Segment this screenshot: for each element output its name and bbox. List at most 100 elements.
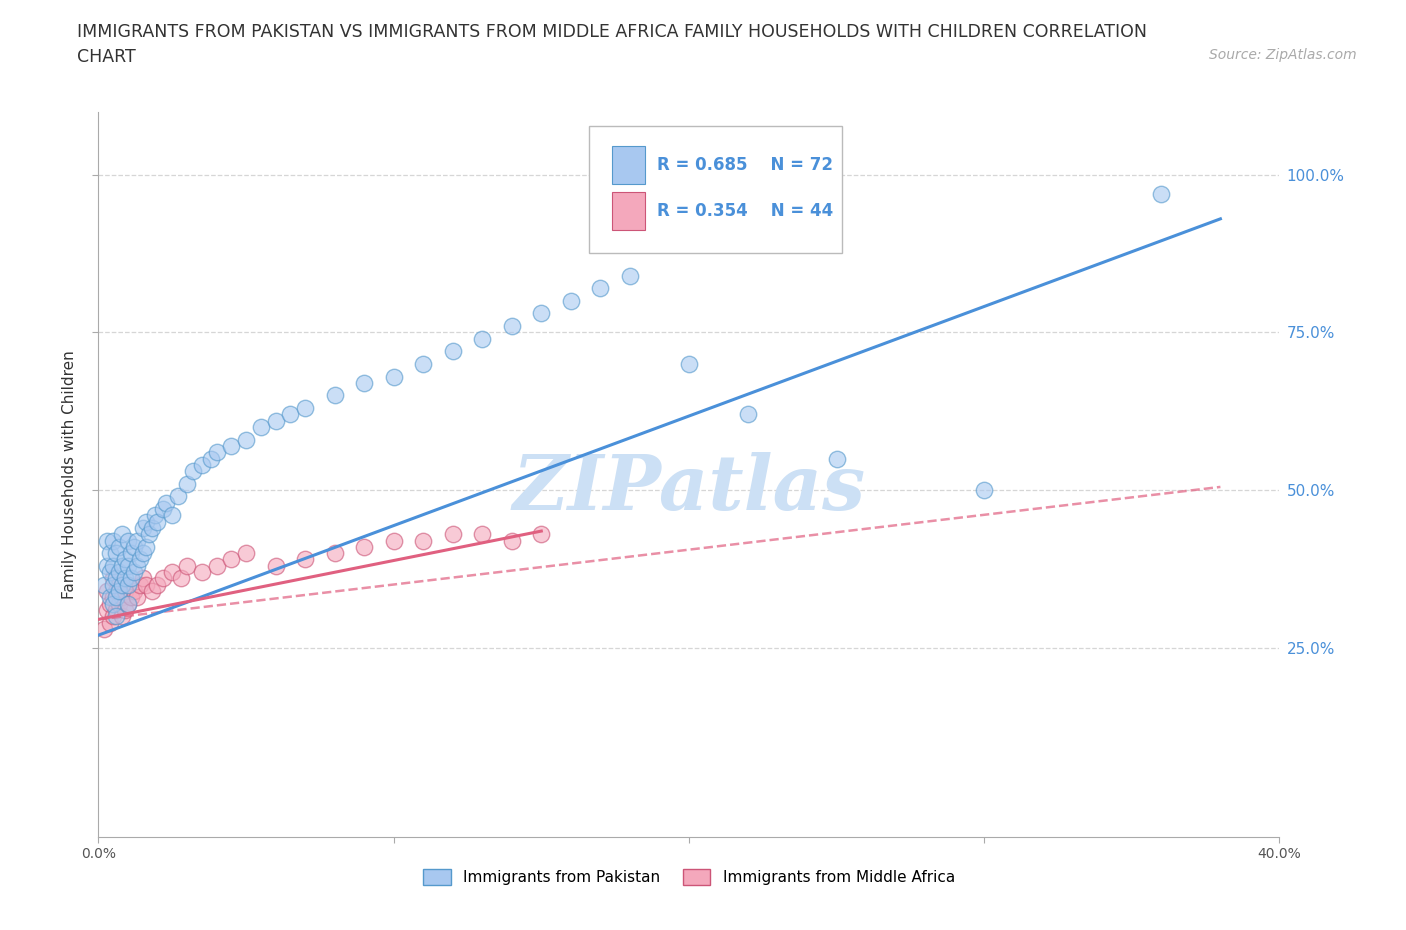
Point <box>264 558 287 573</box>
Point <box>152 501 174 516</box>
Point <box>128 552 150 567</box>
Point <box>108 539 131 554</box>
Point <box>122 565 145 579</box>
Point <box>114 552 136 567</box>
Point <box>135 578 157 592</box>
Point <box>619 268 641 283</box>
Point <box>117 578 139 592</box>
Point <box>108 583 131 598</box>
FancyBboxPatch shape <box>612 146 645 184</box>
Point <box>125 558 148 573</box>
Point <box>167 489 190 504</box>
Point <box>117 558 139 573</box>
Point <box>141 521 163 536</box>
Point <box>471 331 494 346</box>
Point <box>120 571 142 586</box>
Point <box>221 438 243 453</box>
Point <box>155 496 177 511</box>
Point <box>93 578 115 592</box>
Point <box>117 596 139 611</box>
Point <box>441 526 464 541</box>
Point <box>1150 186 1173 201</box>
Point <box>205 445 228 459</box>
Point <box>103 596 125 611</box>
Point <box>146 514 169 529</box>
Legend: Immigrants from Pakistan, Immigrants from Middle Africa: Immigrants from Pakistan, Immigrants fro… <box>418 863 960 891</box>
Point <box>294 401 316 416</box>
Point <box>125 590 148 604</box>
Point <box>176 558 198 573</box>
Point <box>111 578 134 592</box>
Point <box>191 565 214 579</box>
Point <box>132 546 155 561</box>
FancyBboxPatch shape <box>589 126 842 253</box>
Point <box>382 369 405 384</box>
Point <box>105 609 128 624</box>
Point <box>205 558 228 573</box>
Point <box>146 578 169 592</box>
Point <box>96 533 118 548</box>
Point <box>323 546 346 561</box>
Point <box>120 590 142 604</box>
Point <box>111 558 134 573</box>
Point <box>103 571 125 586</box>
Point <box>191 458 214 472</box>
Point <box>98 565 121 579</box>
Point <box>111 526 134 541</box>
Point <box>382 533 405 548</box>
Point <box>441 344 464 359</box>
Point <box>501 319 523 334</box>
Point <box>235 432 257 447</box>
Point <box>181 464 204 479</box>
Point <box>200 451 222 466</box>
Point <box>501 533 523 548</box>
Point <box>105 590 128 604</box>
Y-axis label: Family Households with Children: Family Households with Children <box>62 350 77 599</box>
Point <box>103 609 125 624</box>
Point <box>138 526 160 541</box>
Point <box>678 356 700 371</box>
Point <box>530 526 553 541</box>
Point <box>96 603 118 618</box>
Point <box>128 578 150 592</box>
Point <box>96 583 118 598</box>
Point <box>108 596 131 611</box>
Text: ZIPatlas: ZIPatlas <box>512 452 866 525</box>
Point <box>264 413 287 428</box>
Point <box>589 281 612 296</box>
Point <box>105 603 128 618</box>
Point <box>98 590 121 604</box>
Point <box>114 583 136 598</box>
Text: IMMIGRANTS FROM PAKISTAN VS IMMIGRANTS FROM MIDDLE AFRICA FAMILY HOUSEHOLDS WITH: IMMIGRANTS FROM PAKISTAN VS IMMIGRANTS F… <box>77 23 1147 41</box>
Point <box>122 583 145 598</box>
Point <box>93 621 115 636</box>
Point <box>132 521 155 536</box>
Point <box>103 590 125 604</box>
Text: R = 0.354    N = 44: R = 0.354 N = 44 <box>657 202 834 220</box>
Point <box>141 583 163 598</box>
Point <box>530 306 553 321</box>
Point <box>114 603 136 618</box>
Point <box>973 483 995 498</box>
Point <box>117 578 139 592</box>
Point <box>103 533 125 548</box>
Point <box>235 546 257 561</box>
Point <box>170 571 193 586</box>
Point <box>105 546 128 561</box>
Point <box>412 533 434 548</box>
Point <box>250 419 273 434</box>
Point <box>135 514 157 529</box>
Point <box>162 508 183 523</box>
Point <box>117 533 139 548</box>
Point <box>176 476 198 491</box>
Point <box>143 508 166 523</box>
Point <box>105 583 128 598</box>
Point <box>825 451 848 466</box>
Point <box>353 539 375 554</box>
Point <box>560 293 582 308</box>
Point <box>111 609 134 624</box>
Point <box>96 558 118 573</box>
Point <box>114 571 136 586</box>
FancyBboxPatch shape <box>612 193 645 230</box>
Point <box>108 578 131 592</box>
